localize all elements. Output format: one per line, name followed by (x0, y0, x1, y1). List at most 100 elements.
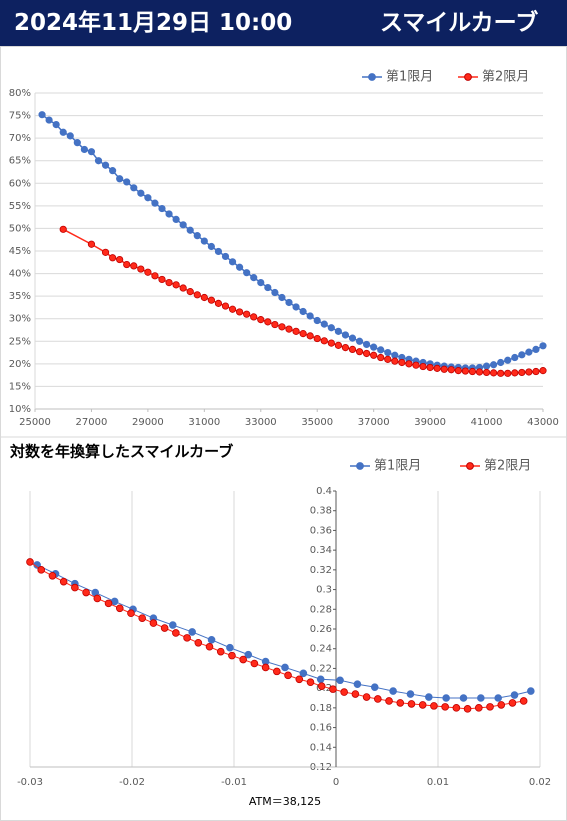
data-point (442, 694, 450, 702)
y-tick-label: 0.24 (310, 644, 332, 655)
data-point (123, 260, 131, 269)
data-point (292, 303, 300, 311)
data-point (264, 283, 272, 292)
data-point (264, 318, 272, 326)
data-point (406, 690, 415, 698)
y-tick-label: 70% (9, 133, 31, 144)
data-point (193, 232, 201, 240)
data-point (474, 704, 483, 712)
data-point (370, 343, 378, 351)
frame (0, 46, 567, 821)
data-point (244, 650, 253, 659)
data-point (504, 356, 512, 364)
data-point (172, 281, 180, 289)
header-title: 2024年11月29日 10:00 (14, 10, 293, 36)
legend-marker (464, 73, 472, 81)
data-point (200, 293, 208, 302)
y-tick-label: 25% (9, 336, 31, 347)
data-point (87, 148, 96, 156)
data-point (243, 269, 251, 277)
data-point (494, 694, 502, 702)
data-point (306, 332, 314, 340)
data-point (188, 628, 196, 636)
x-tick-label: 0 (333, 777, 339, 788)
data-point (116, 175, 124, 183)
data-point (221, 302, 230, 310)
data-point (389, 687, 397, 695)
data-point (127, 609, 135, 618)
data-point (327, 324, 335, 332)
data-point (320, 320, 328, 328)
data-point (334, 327, 342, 335)
data-point (123, 178, 131, 186)
data-point (137, 189, 145, 197)
data-point (351, 690, 360, 698)
data-point (87, 240, 96, 248)
data-point (257, 279, 265, 287)
data-point (433, 364, 441, 372)
data-point (407, 700, 416, 708)
x-tick-label: -0.02 (119, 777, 145, 788)
data-point (497, 701, 506, 709)
data-point (468, 367, 477, 376)
header-subtitle: スマイルカーブ (380, 10, 539, 36)
data-point (165, 279, 173, 287)
data-point (250, 274, 258, 282)
data-point (116, 255, 124, 264)
data-point (93, 594, 102, 603)
data-point (73, 139, 81, 147)
x-tick-label: 29000 (132, 417, 164, 428)
data-point (149, 619, 158, 627)
data-point (463, 705, 472, 713)
data-point (341, 331, 350, 339)
data-point (482, 368, 491, 377)
data-point (101, 161, 110, 169)
data-point (179, 284, 187, 292)
data-point (59, 225, 67, 233)
data-point (82, 588, 90, 597)
data-point (317, 682, 326, 690)
data-point (477, 694, 485, 702)
y-tick-label: 0.26 (310, 624, 332, 635)
y-tick-label: 80% (9, 88, 31, 99)
data-point (532, 345, 540, 354)
data-point (194, 638, 203, 647)
legend-marker (356, 462, 364, 470)
data-point (454, 367, 462, 375)
data-point (158, 275, 166, 284)
data-point (144, 268, 152, 276)
x-tick-label: 0.02 (529, 777, 551, 788)
x-tick-label: -0.01 (221, 777, 247, 788)
y-tick-label: 60% (9, 178, 31, 189)
data-point (425, 693, 433, 701)
data-point (490, 369, 498, 377)
x-tick-label: -0.03 (17, 777, 43, 788)
data-point (221, 252, 230, 261)
data-point (183, 634, 191, 642)
data-point (292, 327, 300, 335)
data-point (525, 348, 533, 356)
data-point (440, 365, 448, 373)
y-tick-label: 75% (9, 111, 31, 122)
data-point (285, 298, 293, 307)
data-point (418, 701, 427, 709)
data-point (172, 629, 180, 637)
data-point (193, 291, 201, 299)
data-point (109, 167, 117, 175)
data-point (200, 237, 208, 245)
data-point (26, 558, 34, 566)
data-point (461, 367, 469, 375)
data-point (226, 643, 234, 652)
data-point (71, 583, 79, 592)
data-point (228, 258, 237, 266)
data-point (104, 599, 113, 608)
data-point (353, 680, 362, 688)
data-point (430, 702, 438, 710)
legend-marker (368, 73, 376, 81)
series-line (29, 561, 524, 710)
data-point (299, 669, 308, 678)
data-point (207, 242, 215, 251)
x-tick-label: 33000 (245, 417, 277, 428)
data-point (37, 566, 46, 574)
data-point (137, 265, 145, 273)
